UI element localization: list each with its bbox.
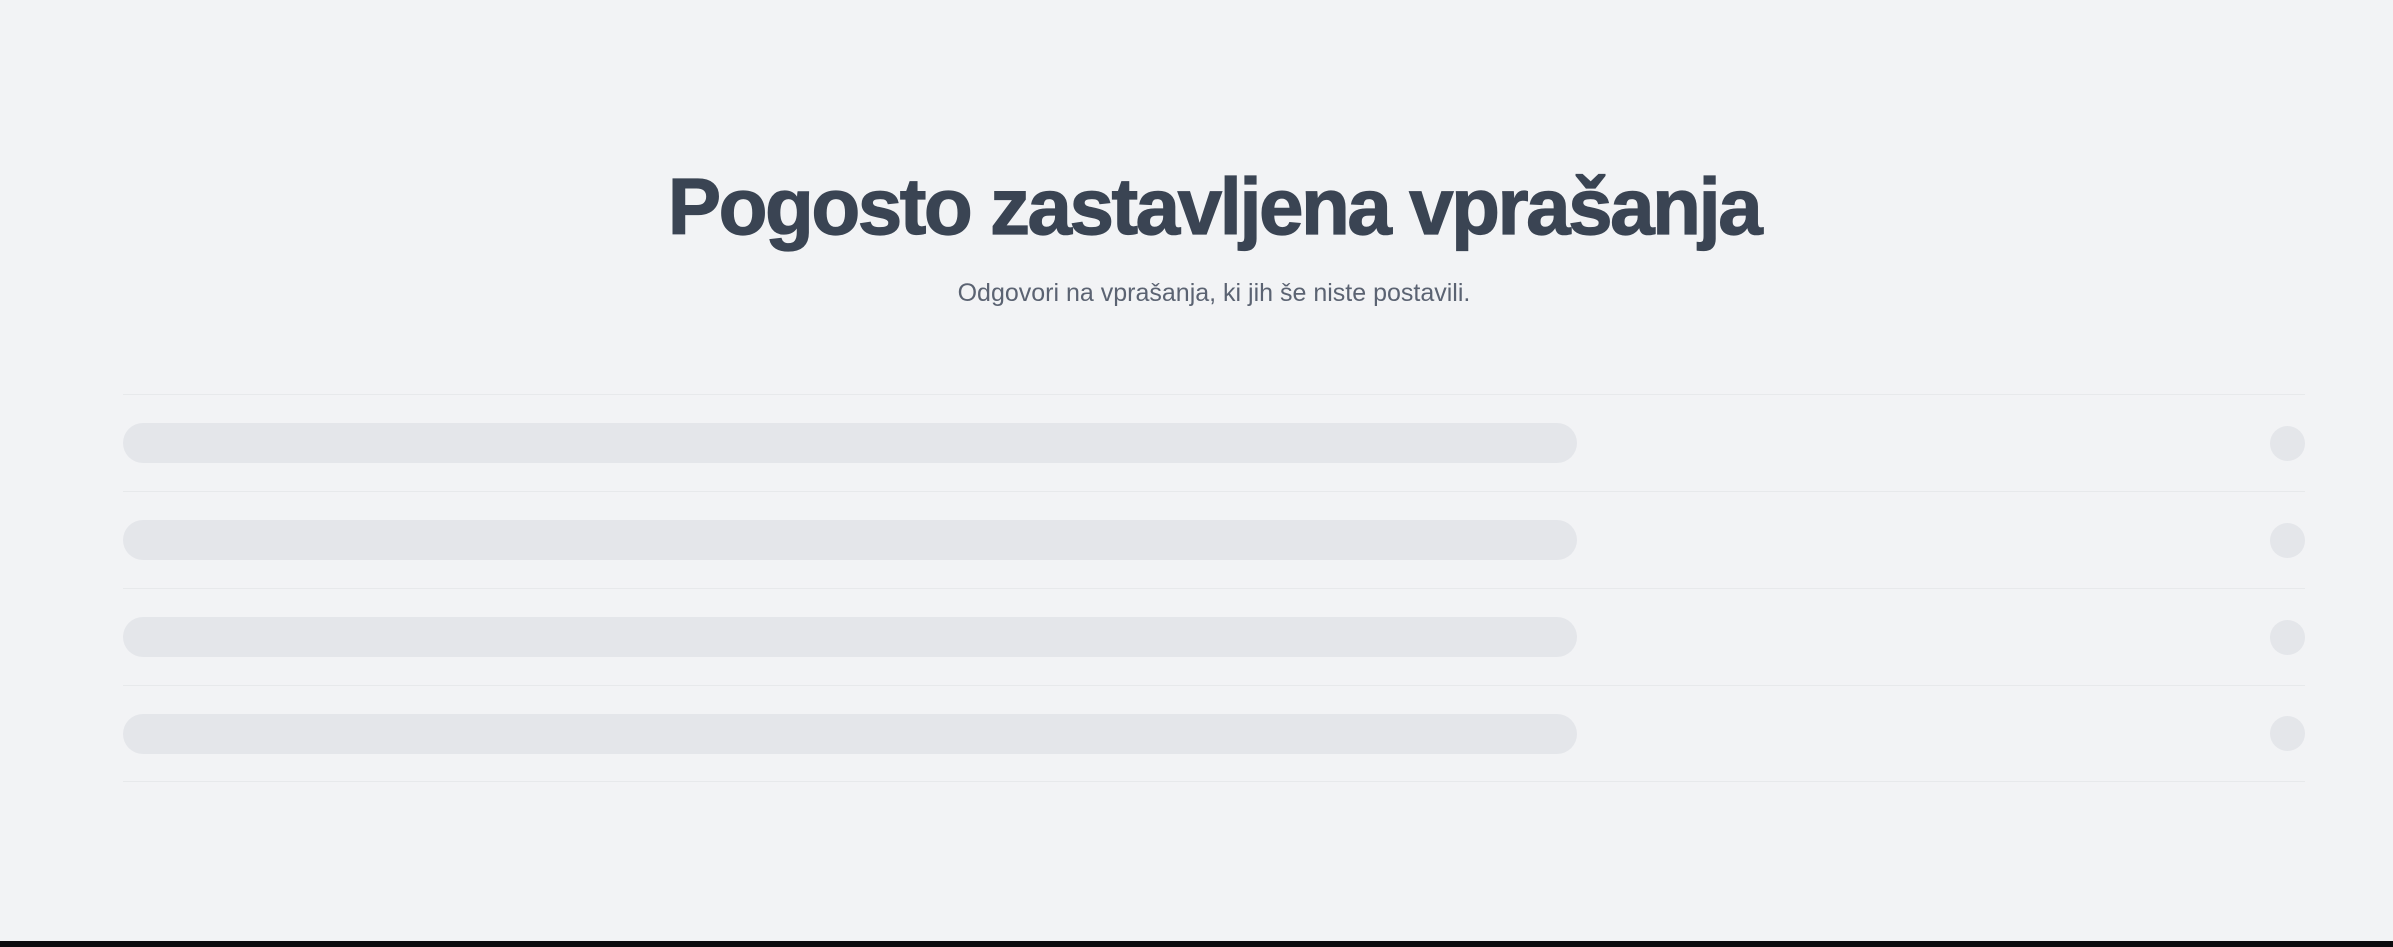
next-section-top-edge <box>0 941 2393 947</box>
toggle-placeholder-circle <box>2270 425 2305 461</box>
faq-item-skeleton <box>123 685 2305 782</box>
page-title: Pogosto zastavljena vprašanja <box>667 162 1763 251</box>
question-placeholder-bar <box>123 617 1577 657</box>
faq-item-skeleton <box>123 394 2305 491</box>
question-placeholder-bar <box>123 520 1577 560</box>
toggle-placeholder-circle <box>2270 619 2305 655</box>
question-placeholder-bar <box>123 423 1577 463</box>
toggle-placeholder-circle <box>2270 522 2305 558</box>
faq-item-skeleton <box>123 588 2305 685</box>
page-subtitle: Odgovori na vprašanja, ki jih še niste p… <box>957 279 1471 307</box>
question-placeholder-bar <box>123 713 1577 754</box>
faq-section: Pogosto zastavljena vprašanja Odgovori n… <box>123 0 2305 782</box>
faq-header: Pogosto zastavljena vprašanja Odgovori n… <box>123 0 2305 308</box>
faq-list <box>123 394 2305 782</box>
faq-item-skeleton <box>123 491 2305 588</box>
toggle-placeholder-circle <box>2270 716 2305 751</box>
